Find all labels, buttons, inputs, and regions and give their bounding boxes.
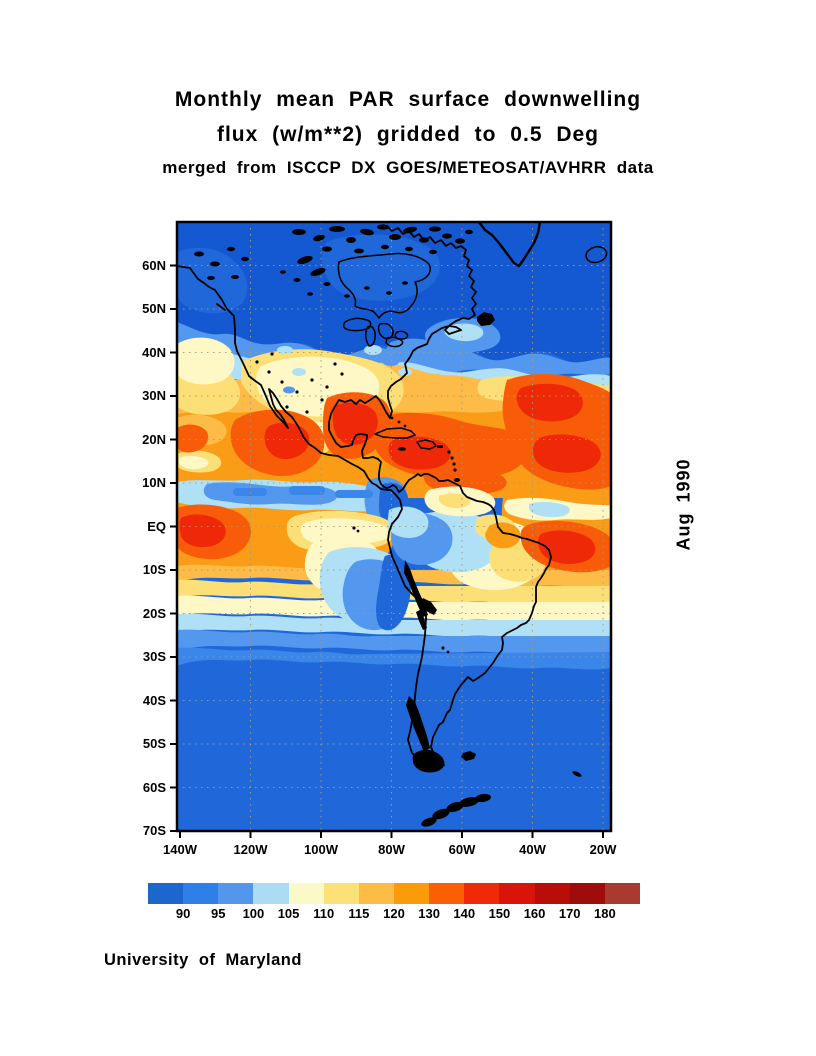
chart-title-line1: Monthly mean PAR surface downwelling xyxy=(174,88,642,111)
lat-tick-label: 10S xyxy=(142,562,166,577)
arctic-islands xyxy=(292,224,473,255)
lat-tick-label: 20S xyxy=(142,605,166,621)
lat-tick-label: 10N xyxy=(142,475,166,490)
land-lakes xyxy=(194,246,408,298)
coastlines xyxy=(177,222,608,827)
colorbar-tick-label: 160 xyxy=(523,906,546,921)
map-canvas xyxy=(170,220,613,838)
lon-tick-label: 20W xyxy=(589,842,617,857)
gridlines xyxy=(177,222,611,831)
colorbar-tick-label: 95 xyxy=(211,906,226,921)
lat-tick-label: 40S xyxy=(142,692,166,708)
lon-tick-label: 40W xyxy=(519,842,546,857)
us-specks xyxy=(255,352,344,414)
colorbar-segment xyxy=(323,883,359,904)
colorbar-tick-label: 130 xyxy=(418,906,440,921)
colorbar-tick-label: 150 xyxy=(488,906,511,921)
colorbar-segment xyxy=(604,883,640,904)
colorbar-tick-label: 170 xyxy=(558,906,581,921)
lat-tick-label: 60S xyxy=(142,779,166,795)
colorbar-segment xyxy=(534,883,570,904)
lat-tick-label: 70S xyxy=(142,823,166,838)
colorbar-tick-label: 140 xyxy=(453,906,476,921)
lon-tick-label: 80W xyxy=(378,842,405,857)
colorbar xyxy=(148,883,640,904)
lat-tick-label: 50S xyxy=(142,736,166,751)
lon-tick-label: 140W xyxy=(163,842,197,857)
colorbar-segment xyxy=(429,883,465,904)
lat-tick-label: 50N xyxy=(142,301,166,316)
antarctic-peninsula xyxy=(421,793,491,827)
axis-ticks xyxy=(170,264,604,838)
lat-tick-label: 30N xyxy=(142,388,166,403)
colorbar-segment xyxy=(148,883,184,904)
lat-tick-label: 60N xyxy=(142,257,166,273)
map-plot-area xyxy=(167,217,621,838)
lon-tick-label: 100W xyxy=(304,842,338,857)
colorbar-segment xyxy=(288,883,324,904)
colorbar-segment xyxy=(393,883,430,904)
colorbar-segment xyxy=(499,883,535,904)
colorbar-segment xyxy=(358,883,394,904)
colorbar-tick-label: 100 xyxy=(242,906,265,921)
colorbar-segment xyxy=(183,883,219,904)
lesser-antilles xyxy=(390,416,460,482)
lon-tick-label: 60W xyxy=(448,842,476,857)
colorbar-segment xyxy=(218,883,254,904)
lat-tick-label: 30S xyxy=(142,649,166,664)
colorbar-segment xyxy=(569,883,605,904)
lon-tick-label: 120W xyxy=(233,842,268,857)
chart-title-line3: merged from ISCCP DX GOES/METEOSAT/AVHRR… xyxy=(162,158,654,177)
date-label: Aug 1990 xyxy=(673,458,694,551)
lat-tick-label: 20N xyxy=(142,431,166,447)
colorbar-tick-label: 180 xyxy=(593,906,616,921)
colorbar-segment xyxy=(253,883,289,904)
colorbar-tick-label: 115 xyxy=(348,906,370,921)
colorbar-tick-label: 120 xyxy=(383,906,405,921)
chart-title-line2: flux (w/m**2) gridded to 0.5 Deg xyxy=(216,123,600,146)
credit-text: University of Maryland xyxy=(104,951,302,969)
colorbar-tick-label: 105 xyxy=(277,906,300,921)
lat-tick-label: 40N xyxy=(142,344,166,360)
colorbar-tick-label: 90 xyxy=(175,906,191,921)
colorbar-segment xyxy=(464,883,500,904)
lat-tick-label: EQ xyxy=(147,518,166,534)
colorbar-tick-label: 110 xyxy=(313,906,335,921)
